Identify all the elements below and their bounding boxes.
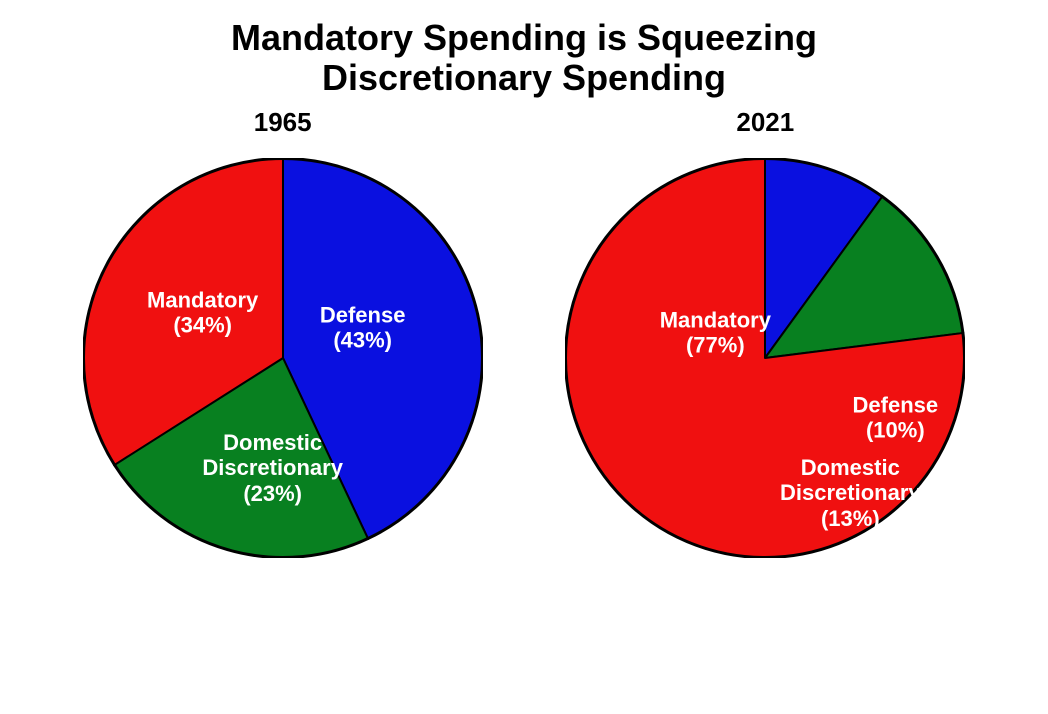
slice-label-mandatory: Mandatory(77%) (660, 308, 771, 359)
pie-1965: Defense(43%) DomesticDiscretionary(23%) Ma… (83, 158, 483, 558)
title-line-2: Discretionary Spending (322, 57, 726, 98)
subtitle-2021: 2021 (736, 107, 794, 138)
subtitle-1965: 1965 (254, 107, 312, 138)
pie-2021: Defense(10%) DomesticDiscretionary(13%) Ma… (565, 158, 965, 558)
slice-label-domestic-discretionary: DomesticDiscretionary(23%) (202, 430, 343, 506)
title-line-1: Mandatory Spending is Squeezing (231, 17, 817, 58)
slice-label-domestic-discretionary: DomesticDiscretionary(13%) (780, 455, 921, 531)
charts-container: 1965 Defense(43%) DomesticDiscretionary(2… (0, 107, 1048, 558)
slice-label-mandatory: Mandatory(34%) (147, 288, 258, 339)
chart-1965: 1965 Defense(43%) DomesticDiscretionary(2… (83, 107, 483, 558)
chart-2021: 2021 Defense(10%) DomesticDiscretionary(1… (565, 107, 965, 558)
chart-title: Mandatory Spending is Squeezing Discreti… (0, 0, 1048, 97)
slice-label-defense: Defense(10%) (853, 393, 939, 444)
slice-label-defense: Defense(43%) (320, 303, 406, 354)
